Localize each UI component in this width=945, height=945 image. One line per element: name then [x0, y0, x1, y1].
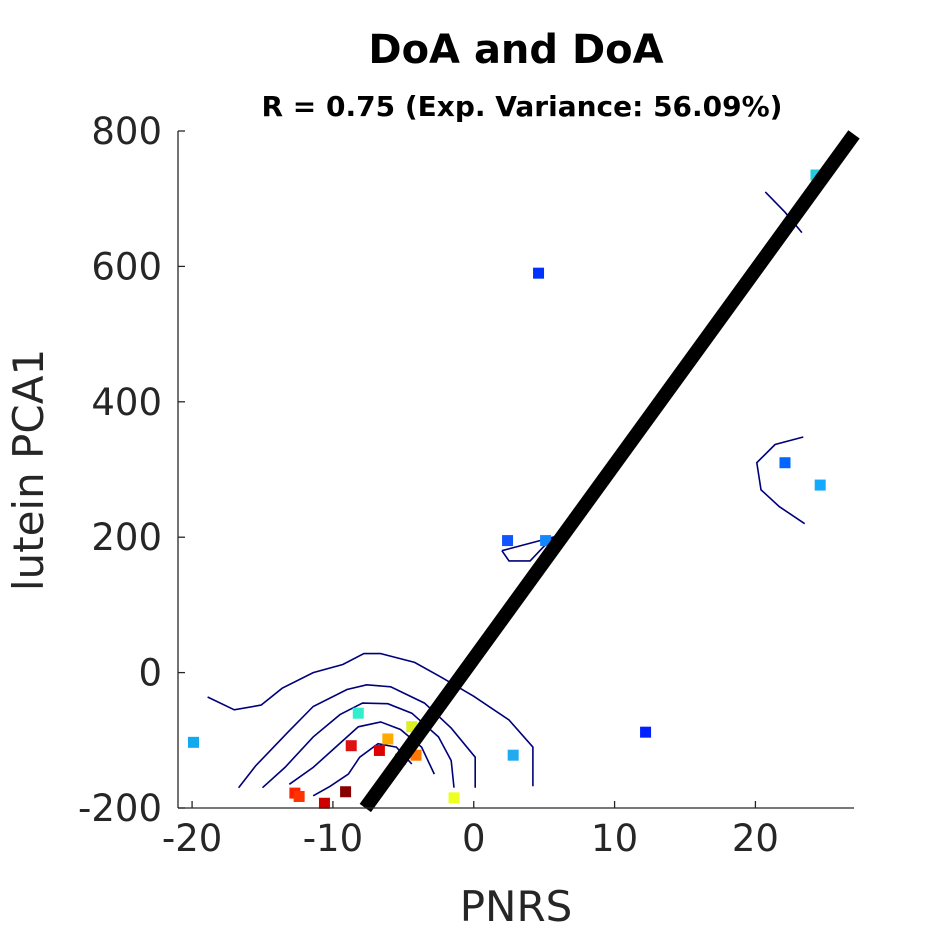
axis-ticks: -20 -10 0 10 20 -200 0 200 400 600 800: [78, 110, 779, 860]
x-axis-label: PNRS: [460, 882, 573, 931]
data-point-6: [352, 707, 364, 719]
data-point-2: [293, 790, 305, 802]
data-point-15: [533, 267, 545, 279]
data-point-14: [507, 749, 519, 761]
contour-line-2: [261, 702, 455, 789]
y-tick-label: 0: [138, 652, 162, 695]
data-point-17: [640, 726, 652, 738]
contour-line-1: [237, 683, 477, 789]
data-point-19: [814, 479, 826, 491]
y-tick-label: 600: [91, 245, 162, 288]
contour-line-4: [312, 742, 413, 797]
regression-line: [359, 130, 860, 813]
data-point-16: [540, 535, 552, 547]
x-tick-label: 0: [462, 817, 486, 860]
x-tick-label: 10: [591, 817, 638, 860]
x-tick-label: -10: [303, 817, 363, 860]
x-tick-label: 20: [732, 817, 779, 860]
plot-area: [187, 130, 860, 813]
y-tick-label: 800: [91, 110, 162, 153]
data-point-3: [318, 797, 330, 809]
data-point-5: [345, 740, 357, 752]
data-point-4: [340, 786, 352, 798]
data-point-8: [382, 733, 394, 745]
y-tick-label: 200: [91, 516, 162, 559]
data-point-11: [410, 749, 422, 761]
y-tick-label: -200: [78, 787, 162, 830]
contour-line-6: [755, 436, 806, 525]
data-point-12: [448, 792, 460, 804]
contour-line-5: [501, 535, 556, 562]
data-point-18: [779, 457, 791, 469]
chart-title: DoA and DoA: [368, 27, 663, 73]
y-tick-label: 400: [91, 381, 162, 424]
data-point-10: [406, 721, 418, 733]
y-axis-label: lutein PCA1: [4, 349, 53, 591]
data-point-13: [502, 535, 514, 547]
x-tick-label: -20: [162, 817, 222, 860]
data-point-7: [373, 744, 385, 756]
data-point-0: [187, 736, 199, 748]
contour-line-0: [207, 652, 534, 787]
chart-subtitle: R = 0.75 (Exp. Variance: 56.09%): [262, 90, 783, 123]
